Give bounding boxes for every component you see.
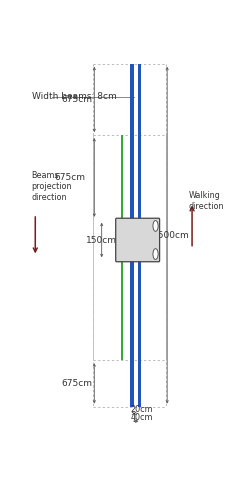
- Text: 1500cm: 1500cm: [154, 230, 190, 239]
- Text: Beams
projection
direction: Beams projection direction: [32, 171, 72, 202]
- Text: 150cm: 150cm: [86, 236, 117, 244]
- Circle shape: [153, 220, 158, 232]
- Text: Width beams: 8cm: Width beams: 8cm: [32, 92, 116, 101]
- Text: 20cm: 20cm: [131, 405, 153, 414]
- Text: 675cm: 675cm: [61, 95, 92, 104]
- Text: 675cm: 675cm: [55, 173, 86, 182]
- Circle shape: [153, 248, 158, 260]
- Text: 40cm: 40cm: [131, 413, 153, 422]
- Text: 675cm: 675cm: [61, 379, 92, 388]
- Text: Walking
direction: Walking direction: [188, 191, 224, 211]
- FancyBboxPatch shape: [116, 218, 160, 262]
